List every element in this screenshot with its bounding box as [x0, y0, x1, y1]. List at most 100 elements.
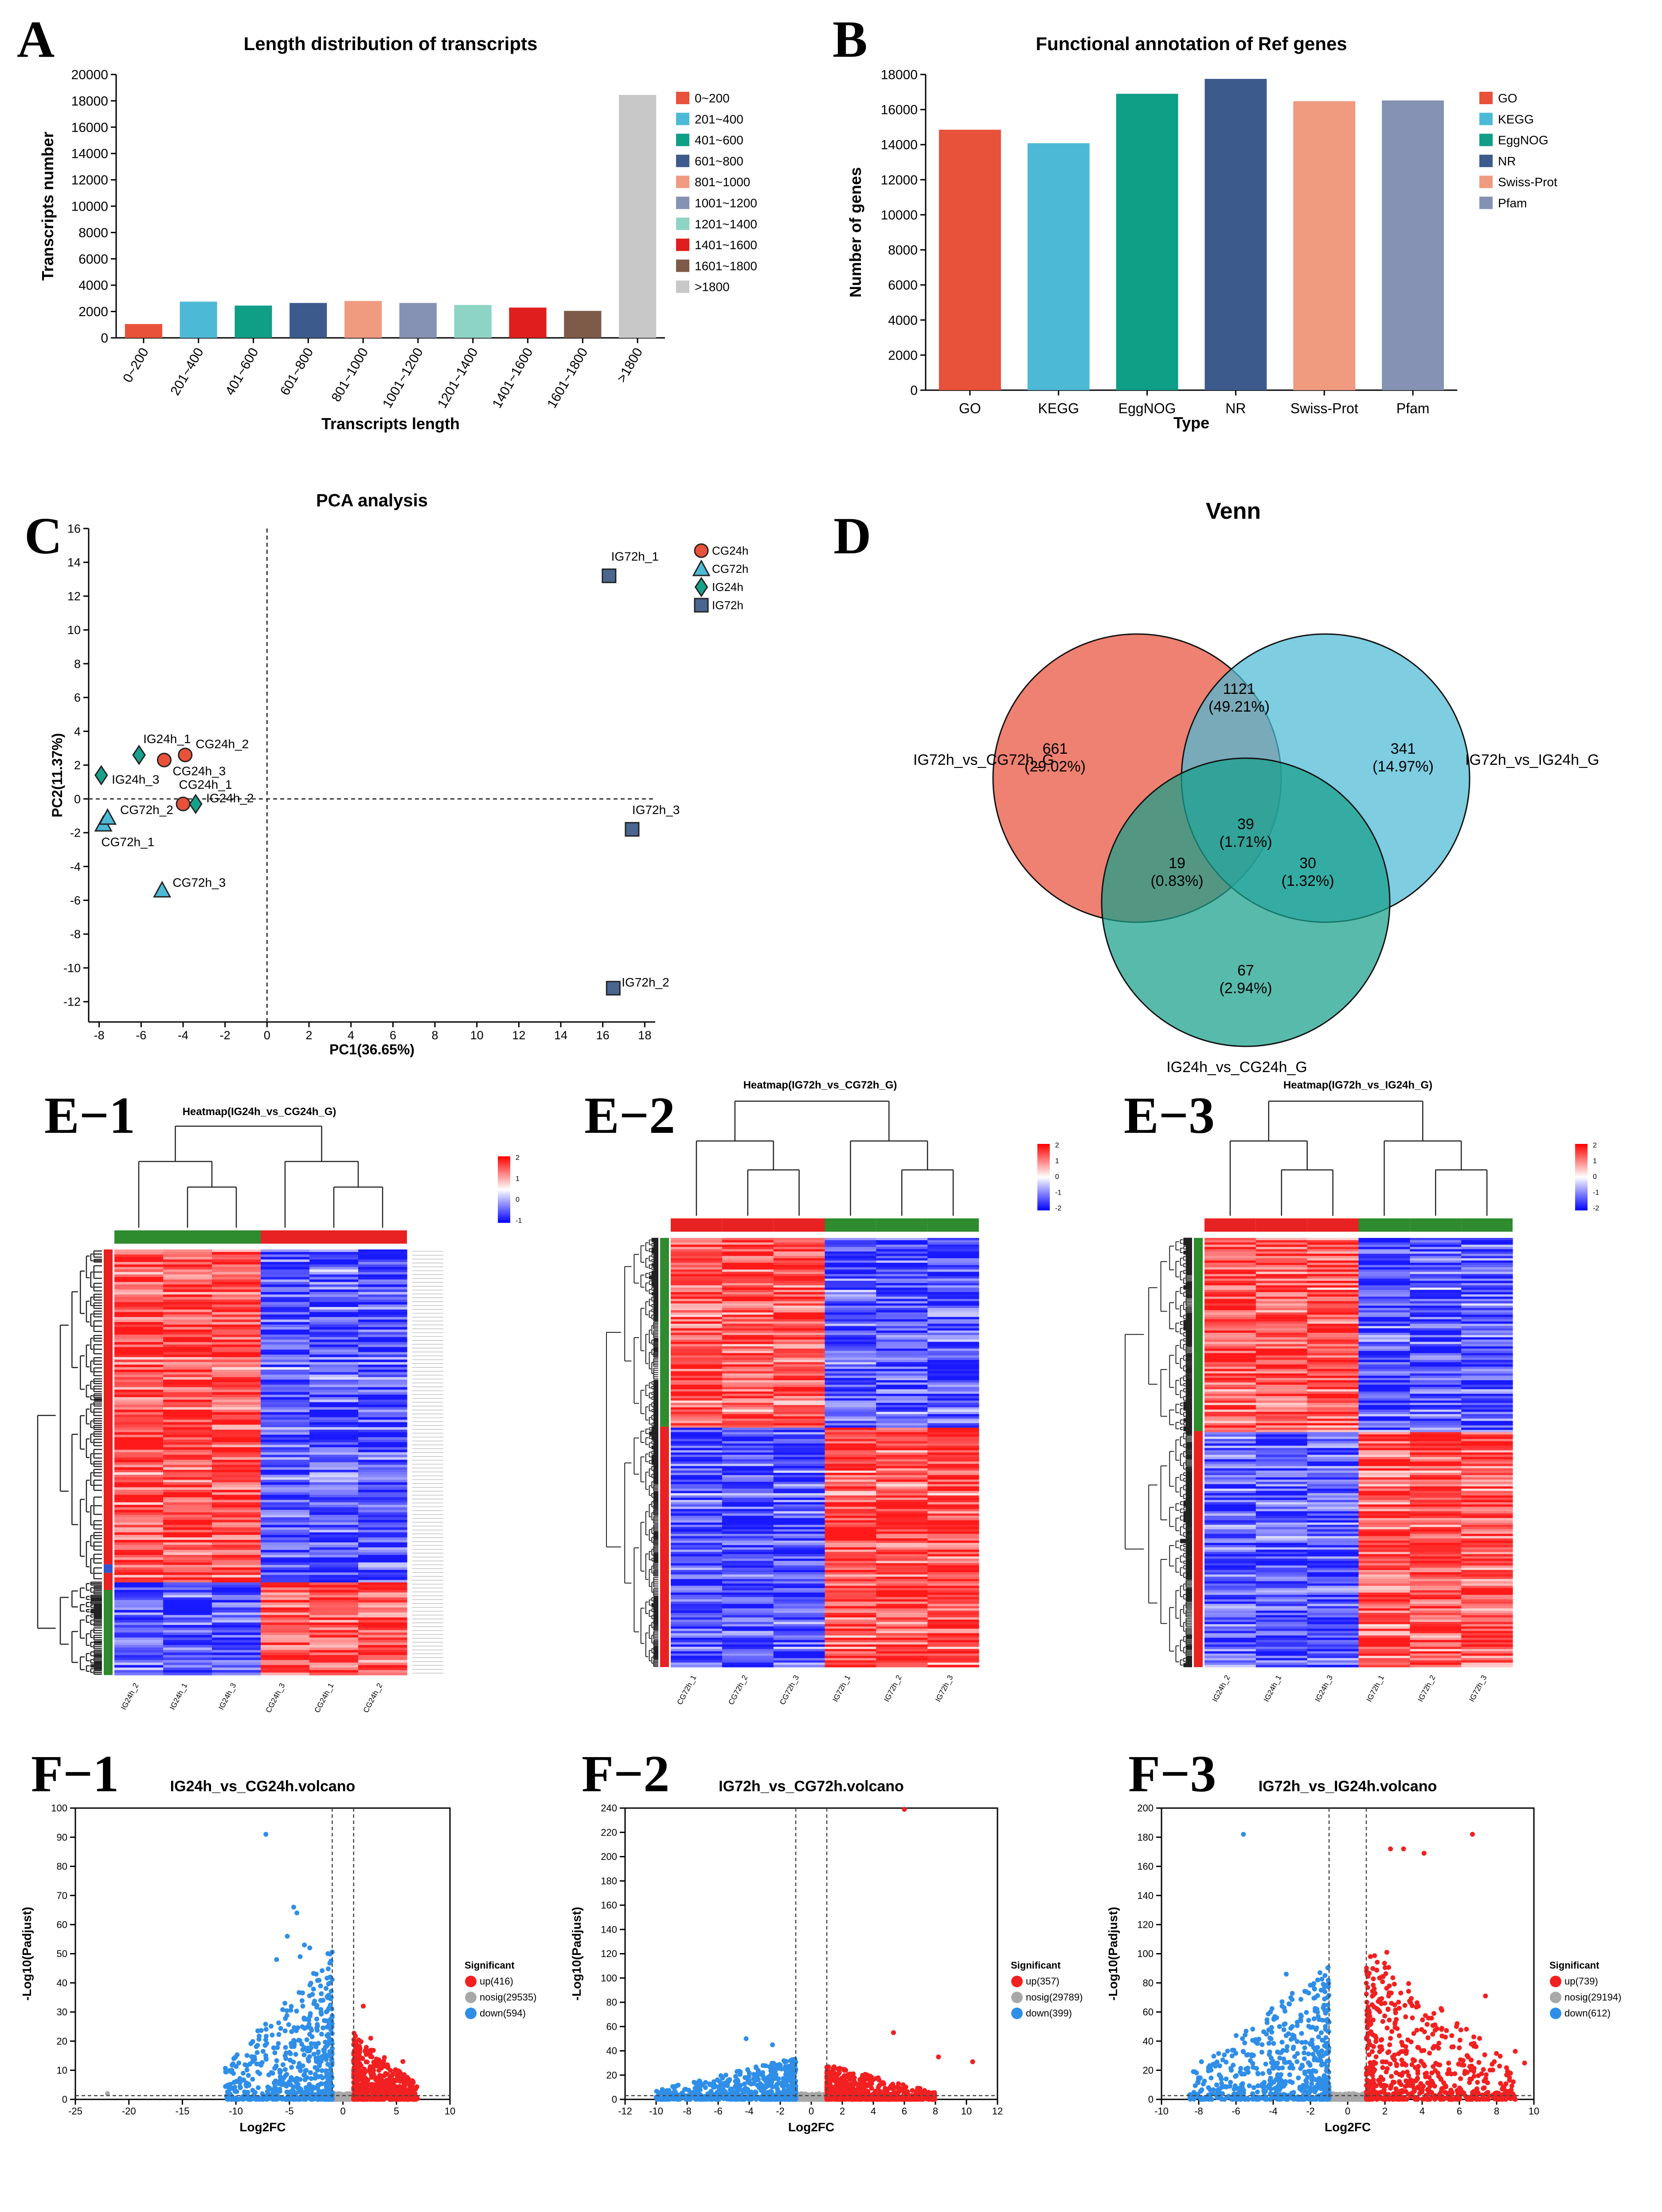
heatmap-cell [671, 1581, 722, 1584]
heatmap-cell [163, 1520, 212, 1523]
heatmap-cell [774, 1536, 825, 1539]
heatmap-cell [671, 1446, 722, 1449]
heatmap-cell [1359, 1543, 1410, 1546]
heatmap-cell [671, 1514, 722, 1516]
heatmap-cell [1461, 1554, 1513, 1557]
heatmap-cell [1204, 1378, 1256, 1381]
heatmap-cell [1256, 1484, 1307, 1487]
heatmap-cell [722, 1606, 774, 1609]
heatmap-cell [876, 1382, 927, 1385]
heatmap-cell [876, 1468, 927, 1471]
heatmap-cell [722, 1242, 774, 1245]
heatmap-cell [212, 1487, 261, 1490]
heatmap-cell [671, 1665, 722, 1668]
heatmap-cell [825, 1283, 876, 1286]
heatmap-cell [1461, 1401, 1513, 1403]
heatmap-cell [774, 1547, 825, 1550]
heatmap-cell [1307, 1509, 1359, 1511]
heatmap-cell [261, 1475, 310, 1477]
heatmap-cell [114, 1415, 164, 1417]
heatmap-cell [927, 1274, 979, 1277]
heatmap-cell [1256, 1441, 1307, 1444]
heatmap-cell [722, 1593, 774, 1595]
heatmap-cell [722, 1335, 774, 1338]
heatmap-cell [309, 1485, 359, 1488]
heatmap-cell [1307, 1371, 1359, 1374]
heatmap-cell [1307, 1419, 1359, 1421]
heatmap-cell [876, 1446, 927, 1449]
heatmap-cell [1410, 1468, 1461, 1471]
heatmap-cell [358, 1289, 407, 1292]
heatmap-cell [1410, 1351, 1461, 1354]
heatmap-cell [1359, 1296, 1410, 1299]
heatmap-cell [1204, 1430, 1256, 1433]
heatmap-cell [774, 1342, 825, 1344]
heatmap-cell [1461, 1396, 1513, 1399]
heatmap-cell [1204, 1416, 1256, 1419]
heatmap-cell [163, 1628, 212, 1630]
heatmap-cell [876, 1466, 927, 1469]
heatmap-cell [1410, 1265, 1461, 1268]
heatmap-cell [212, 1252, 261, 1255]
heatmap-cell [876, 1593, 927, 1595]
heatmap-cell [1461, 1552, 1513, 1554]
heatmap-cell [1256, 1437, 1307, 1439]
heatmap-cell [212, 1307, 261, 1310]
bar-EggNOG [1116, 94, 1178, 390]
heatmap-cell [927, 1407, 979, 1410]
heatmap-cell [927, 1362, 979, 1365]
heatmap-cell [774, 1347, 825, 1349]
heatmap-cell [163, 1402, 212, 1405]
row-group-bar [660, 1238, 669, 1427]
heatmap-cell [309, 1510, 359, 1512]
heatmap-cell [261, 1260, 310, 1262]
heatmap-cell [163, 1330, 212, 1332]
heatmap-cell [1204, 1285, 1256, 1288]
heatmap-cell [825, 1267, 876, 1270]
heatmap-cell [722, 1252, 774, 1254]
heatmap-cell [358, 1455, 407, 1457]
y-tick-label: 4000 [888, 313, 918, 328]
heatmap-cell [1359, 1466, 1410, 1469]
heatmap-cell [309, 1578, 359, 1580]
heatmap-cell [163, 1407, 212, 1410]
heatmap-cell [1359, 1441, 1410, 1444]
heatmap-cell [671, 1416, 722, 1419]
color-scale-label: 2 [516, 1154, 520, 1162]
heatmap-cell [163, 1525, 212, 1527]
heatmap-cell [114, 1307, 164, 1310]
heatmap-cell [1359, 1254, 1410, 1257]
heatmap-cell [722, 1351, 774, 1354]
heatmap-cell [825, 1401, 876, 1403]
heatmap-cell [1204, 1558, 1256, 1561]
heatmap-cell [212, 1362, 261, 1365]
heatmap-cell [671, 1391, 722, 1394]
heatmap-cell [309, 1430, 359, 1433]
heatmap-cell [876, 1425, 927, 1428]
heatmap-cell [825, 1493, 876, 1496]
heatmap-cell [1359, 1249, 1410, 1252]
heatmap-cell [825, 1396, 876, 1399]
heatmap-cell [1410, 1568, 1461, 1570]
heatmap-cell [876, 1547, 927, 1550]
heatmap-cell [1204, 1283, 1256, 1286]
heatmap-cell [722, 1344, 774, 1347]
heatmap-cell [1256, 1296, 1307, 1299]
bar-1601~1800 [564, 311, 601, 338]
heatmap-cell [774, 1285, 825, 1288]
heatmap-cell [114, 1310, 164, 1312]
heatmap-cell [212, 1605, 261, 1608]
heatmap-cell [876, 1577, 927, 1579]
heatmap-cell [1204, 1274, 1256, 1277]
heatmap-cell [671, 1658, 722, 1661]
heatmap-cell [163, 1527, 212, 1530]
heatmap-cell [309, 1395, 359, 1398]
heatmap-cell [1359, 1480, 1410, 1482]
heatmap-cell [825, 1347, 876, 1349]
venn-percent-A: (29.02%) [1025, 758, 1086, 775]
heatmap-cell [774, 1421, 825, 1424]
heatmap-cell [1461, 1337, 1513, 1340]
heatmap-cell [1307, 1464, 1359, 1466]
heatmap-cell [876, 1629, 927, 1631]
heatmap-cell [1204, 1486, 1256, 1489]
